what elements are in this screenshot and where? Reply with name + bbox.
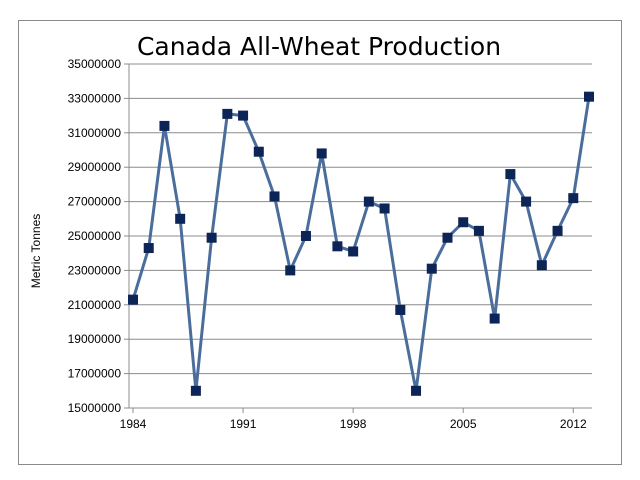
data-point-1998: [348, 246, 359, 257]
data-point-1999: [363, 196, 374, 207]
chart-title: Canada All-Wheat Production: [137, 32, 501, 61]
y-tick-label-6: 27000000: [68, 195, 122, 209]
data-point-1992: [253, 146, 264, 157]
data-point-2003: [426, 263, 437, 274]
y-axis-label: Metric Tonnes: [29, 214, 43, 288]
data-point-2012: [568, 193, 579, 204]
data-point-1993: [269, 191, 280, 202]
y-tick-label-0: 15000000: [68, 401, 122, 415]
data-point-2006: [473, 225, 484, 236]
y-tick-label-4: 23000000: [68, 263, 122, 277]
y-tick-label-3: 21000000: [68, 298, 122, 312]
x-tick-label-2: 1998: [340, 417, 367, 431]
data-point-1994: [285, 265, 296, 276]
data-point-1989: [206, 232, 217, 243]
chart-svg: Canada All-Wheat Production Metric Tonne…: [29, 32, 594, 431]
data-point-1997: [332, 241, 343, 252]
data-point-1986: [159, 120, 170, 131]
data-point-2005: [458, 217, 469, 228]
data-point-2002: [411, 385, 422, 396]
y-tick-label-2: 19000000: [68, 332, 122, 346]
data-point-1990: [222, 108, 233, 119]
data-point-2001: [395, 304, 406, 315]
data-point-2004: [442, 232, 453, 243]
data-point-2009: [521, 196, 532, 207]
data-point-1991: [238, 110, 249, 121]
y-tick-label-9: 33000000: [68, 91, 122, 105]
data-point-2007: [489, 313, 500, 324]
series-line-0: [131, 96, 591, 393]
y-tick-label-5: 25000000: [68, 229, 122, 243]
x-tick-label-1: 1991: [230, 417, 257, 431]
data-point-1987: [175, 213, 186, 224]
x-tick-label-0: 1984: [120, 417, 147, 431]
y-tick-label-1: 17000000: [68, 367, 122, 381]
y-tick-label-8: 31000000: [68, 126, 122, 140]
data-point-1984: [128, 294, 138, 305]
series-layer: [128, 91, 594, 396]
x-tick-label-4: 2012: [560, 417, 587, 431]
ticks-layer: 15000000 17000000 19000000 21000000 23000000…: [68, 57, 587, 431]
data-point-1985: [143, 243, 154, 254]
data-point-2013: [584, 91, 594, 102]
data-point-2008: [505, 169, 516, 180]
y-tick-label-10: 35000000: [68, 57, 122, 71]
data-point-1996: [316, 148, 327, 159]
data-point-2000: [379, 203, 390, 214]
data-point-1988: [190, 385, 201, 396]
data-point-2011: [552, 225, 563, 236]
chart-frame: Canada All-Wheat Production Metric Tonne…: [18, 20, 622, 465]
data-point-1995: [300, 231, 311, 241]
grid-layer: [129, 63, 592, 375]
data-point-2010: [536, 260, 547, 271]
x-tick-label-3: 2005: [450, 417, 477, 431]
y-tick-label-7: 29000000: [68, 160, 122, 174]
